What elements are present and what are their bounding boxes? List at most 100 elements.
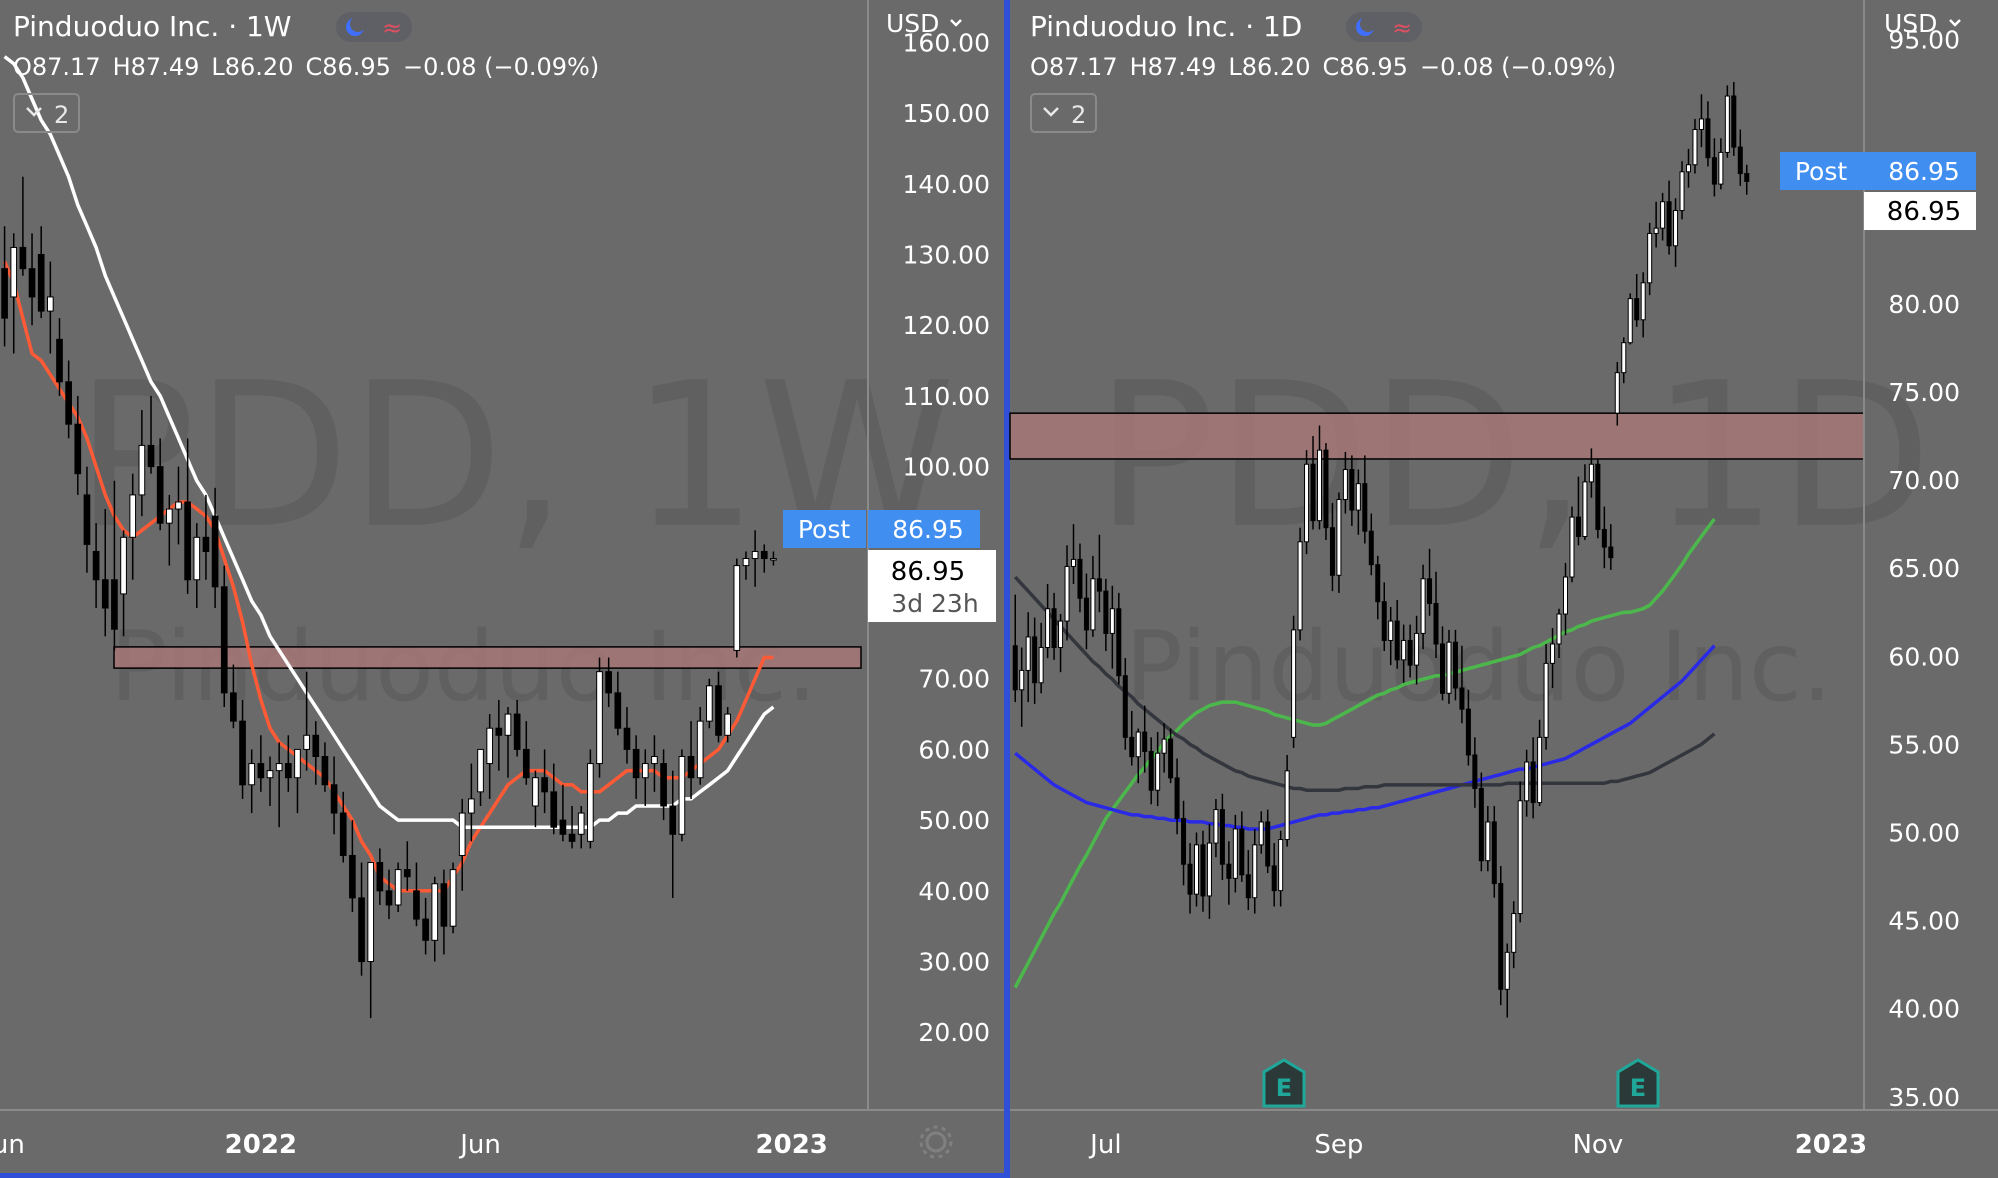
candlestick [568, 805, 576, 849]
daily-time-scale[interactable]: Jul Sep Nov 2023 [1010, 1109, 1998, 1160]
candlestick [175, 466, 182, 545]
daily-low-value: 86.20 [1242, 53, 1311, 81]
weekly-currency-selector[interactable]: USD [886, 9, 939, 38]
weekly-high-label: H [113, 53, 131, 81]
daily-indicators-toggle[interactable]: 2 [1030, 93, 1097, 133]
candlestick [1174, 758, 1180, 835]
candlestick [1569, 506, 1575, 583]
candlestick [1550, 628, 1556, 689]
candlestick [1187, 843, 1193, 914]
daily-chart-panel[interactable]: PDD, 1D Pinduoduo Inc. Pinduoduo Inc. · … [1009, 0, 1998, 1160]
candlestick [440, 869, 448, 955]
wave-icon: ≈ [1392, 14, 1412, 42]
price-tick-label: 30.00 [918, 948, 990, 977]
candlestick [1666, 180, 1672, 255]
panel-divider[interactable] [1004, 0, 1010, 1178]
candlestick [486, 714, 494, 799]
candlestick [1427, 548, 1433, 616]
weekly-visibility-toggle[interactable]: ≈ [336, 12, 412, 42]
candlestick [1181, 800, 1187, 886]
candlestick [632, 735, 640, 799]
candlestick [1, 226, 8, 347]
candlestick [129, 473, 137, 580]
daily-last-price-badge [1864, 192, 1976, 230]
gear-icon[interactable] [919, 1125, 953, 1159]
daily-price-scale[interactable]: 95.0085.0080.0075.0070.0065.0060.0055.00… [1780, 0, 1976, 1112]
daily-open-label: O [1030, 53, 1049, 81]
daily-visibility-toggle[interactable]: ≈ [1346, 12, 1422, 42]
weekly-support-zone[interactable] [113, 646, 862, 669]
candlestick [1355, 469, 1361, 535]
candlestick [165, 494, 173, 566]
candlestick [376, 848, 384, 905]
weekly-chart-title: Pinduoduo Inc. · 1W [13, 10, 292, 43]
earnings-marker[interactable]: E [1262, 1058, 1306, 1108]
weekly-indicators-toggle[interactable]: 2 [13, 93, 80, 133]
candlestick [394, 862, 402, 913]
weekly-change-value: −0.08 (−0.09%) [403, 53, 599, 81]
price-tick-label: 55.00 [1888, 730, 1960, 759]
candlestick [513, 699, 521, 757]
candlestick [1297, 527, 1303, 641]
daily-plot-area[interactable] [1010, 0, 1864, 1110]
active-panel-bottom-border [0, 1173, 1006, 1178]
weekly-time-scale[interactable]: Jun 2022 Jun 2023 [0, 1109, 1004, 1160]
candlestick [1109, 585, 1115, 669]
candlestick [1316, 425, 1323, 530]
chevron-down-icon [1949, 19, 1961, 27]
candlestick [248, 749, 256, 814]
candlestick [1439, 626, 1446, 701]
daily-ohlc-row: O87.17 H87.49 L86.20 C86.95 −0.08 (−0.09%) [1030, 53, 1616, 81]
candlestick [1135, 728, 1141, 784]
candlestick [1562, 562, 1569, 636]
weekly-price-scale[interactable]: 160.00 150.00 140.00 130.00 120.00 110.00 100.… [783, 0, 996, 1110]
candlestick [1142, 705, 1148, 773]
candlestick [641, 749, 649, 806]
candlestick [1601, 506, 1607, 569]
candlestick [1336, 492, 1342, 593]
candlestick [83, 466, 91, 573]
weekly-close-label: C [305, 53, 322, 81]
candlestick [266, 756, 274, 806]
weekly-chart-panel[interactable]: PDD, 1W Pinduoduo Inc. Pinduoduo Inc. · … [0, 0, 1004, 1160]
price-tick-label: 20.00 [918, 1018, 990, 1047]
candlestick [1692, 118, 1698, 174]
candlestick [1465, 689, 1471, 766]
candlestick [724, 707, 731, 743]
candlestick [751, 530, 759, 587]
candlestick [1414, 615, 1420, 685]
candlestick [284, 735, 292, 792]
candlestick [541, 749, 548, 814]
weekly-close-value: 86.95 [322, 53, 391, 81]
candlestick [1064, 545, 1070, 641]
candlestick [193, 523, 201, 609]
chevron-down-icon [26, 107, 42, 117]
price-tick-label: 40.00 [1888, 995, 1960, 1024]
candlestick [1051, 592, 1057, 660]
candlestick [1718, 138, 1724, 190]
candlestick [65, 360, 72, 439]
candlestick [47, 261, 54, 354]
candlestick [1698, 94, 1704, 148]
candlestick [1511, 901, 1517, 969]
daily-high-label: H [1130, 53, 1148, 81]
candlestick [1252, 828, 1258, 914]
candlestick [403, 841, 411, 891]
candlestick [1498, 865, 1504, 1006]
price-tick-label: 130.00 [903, 241, 990, 270]
time-tick-label: 2023 [1795, 1130, 1867, 1160]
candlestick [1265, 809, 1271, 874]
candlestick [422, 897, 429, 955]
candlestick [477, 748, 484, 806]
candlestick [532, 770, 539, 828]
candlestick [202, 494, 210, 580]
candlestick [1258, 811, 1264, 854]
daily-currency-selector[interactable]: USD [1884, 9, 1937, 38]
daily-support-zone[interactable] [1009, 412, 1865, 460]
daily-last-price: 86.95 [1887, 197, 1961, 227]
candlestick [1329, 503, 1335, 592]
candlestick [330, 756, 338, 835]
candlestick [312, 721, 320, 785]
earnings-marker[interactable]: E [1616, 1058, 1660, 1108]
price-tick-label: 65.00 [1888, 554, 1960, 583]
